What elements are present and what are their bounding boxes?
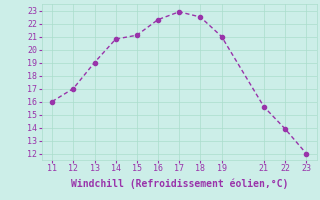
X-axis label: Windchill (Refroidissement éolien,°C): Windchill (Refroidissement éolien,°C) — [70, 179, 288, 189]
